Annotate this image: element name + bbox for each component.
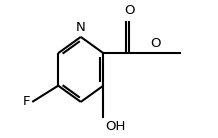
Text: O: O: [124, 4, 135, 17]
Text: O: O: [150, 37, 160, 50]
Text: OH: OH: [106, 120, 126, 133]
Text: F: F: [22, 95, 30, 108]
Text: N: N: [76, 21, 86, 34]
